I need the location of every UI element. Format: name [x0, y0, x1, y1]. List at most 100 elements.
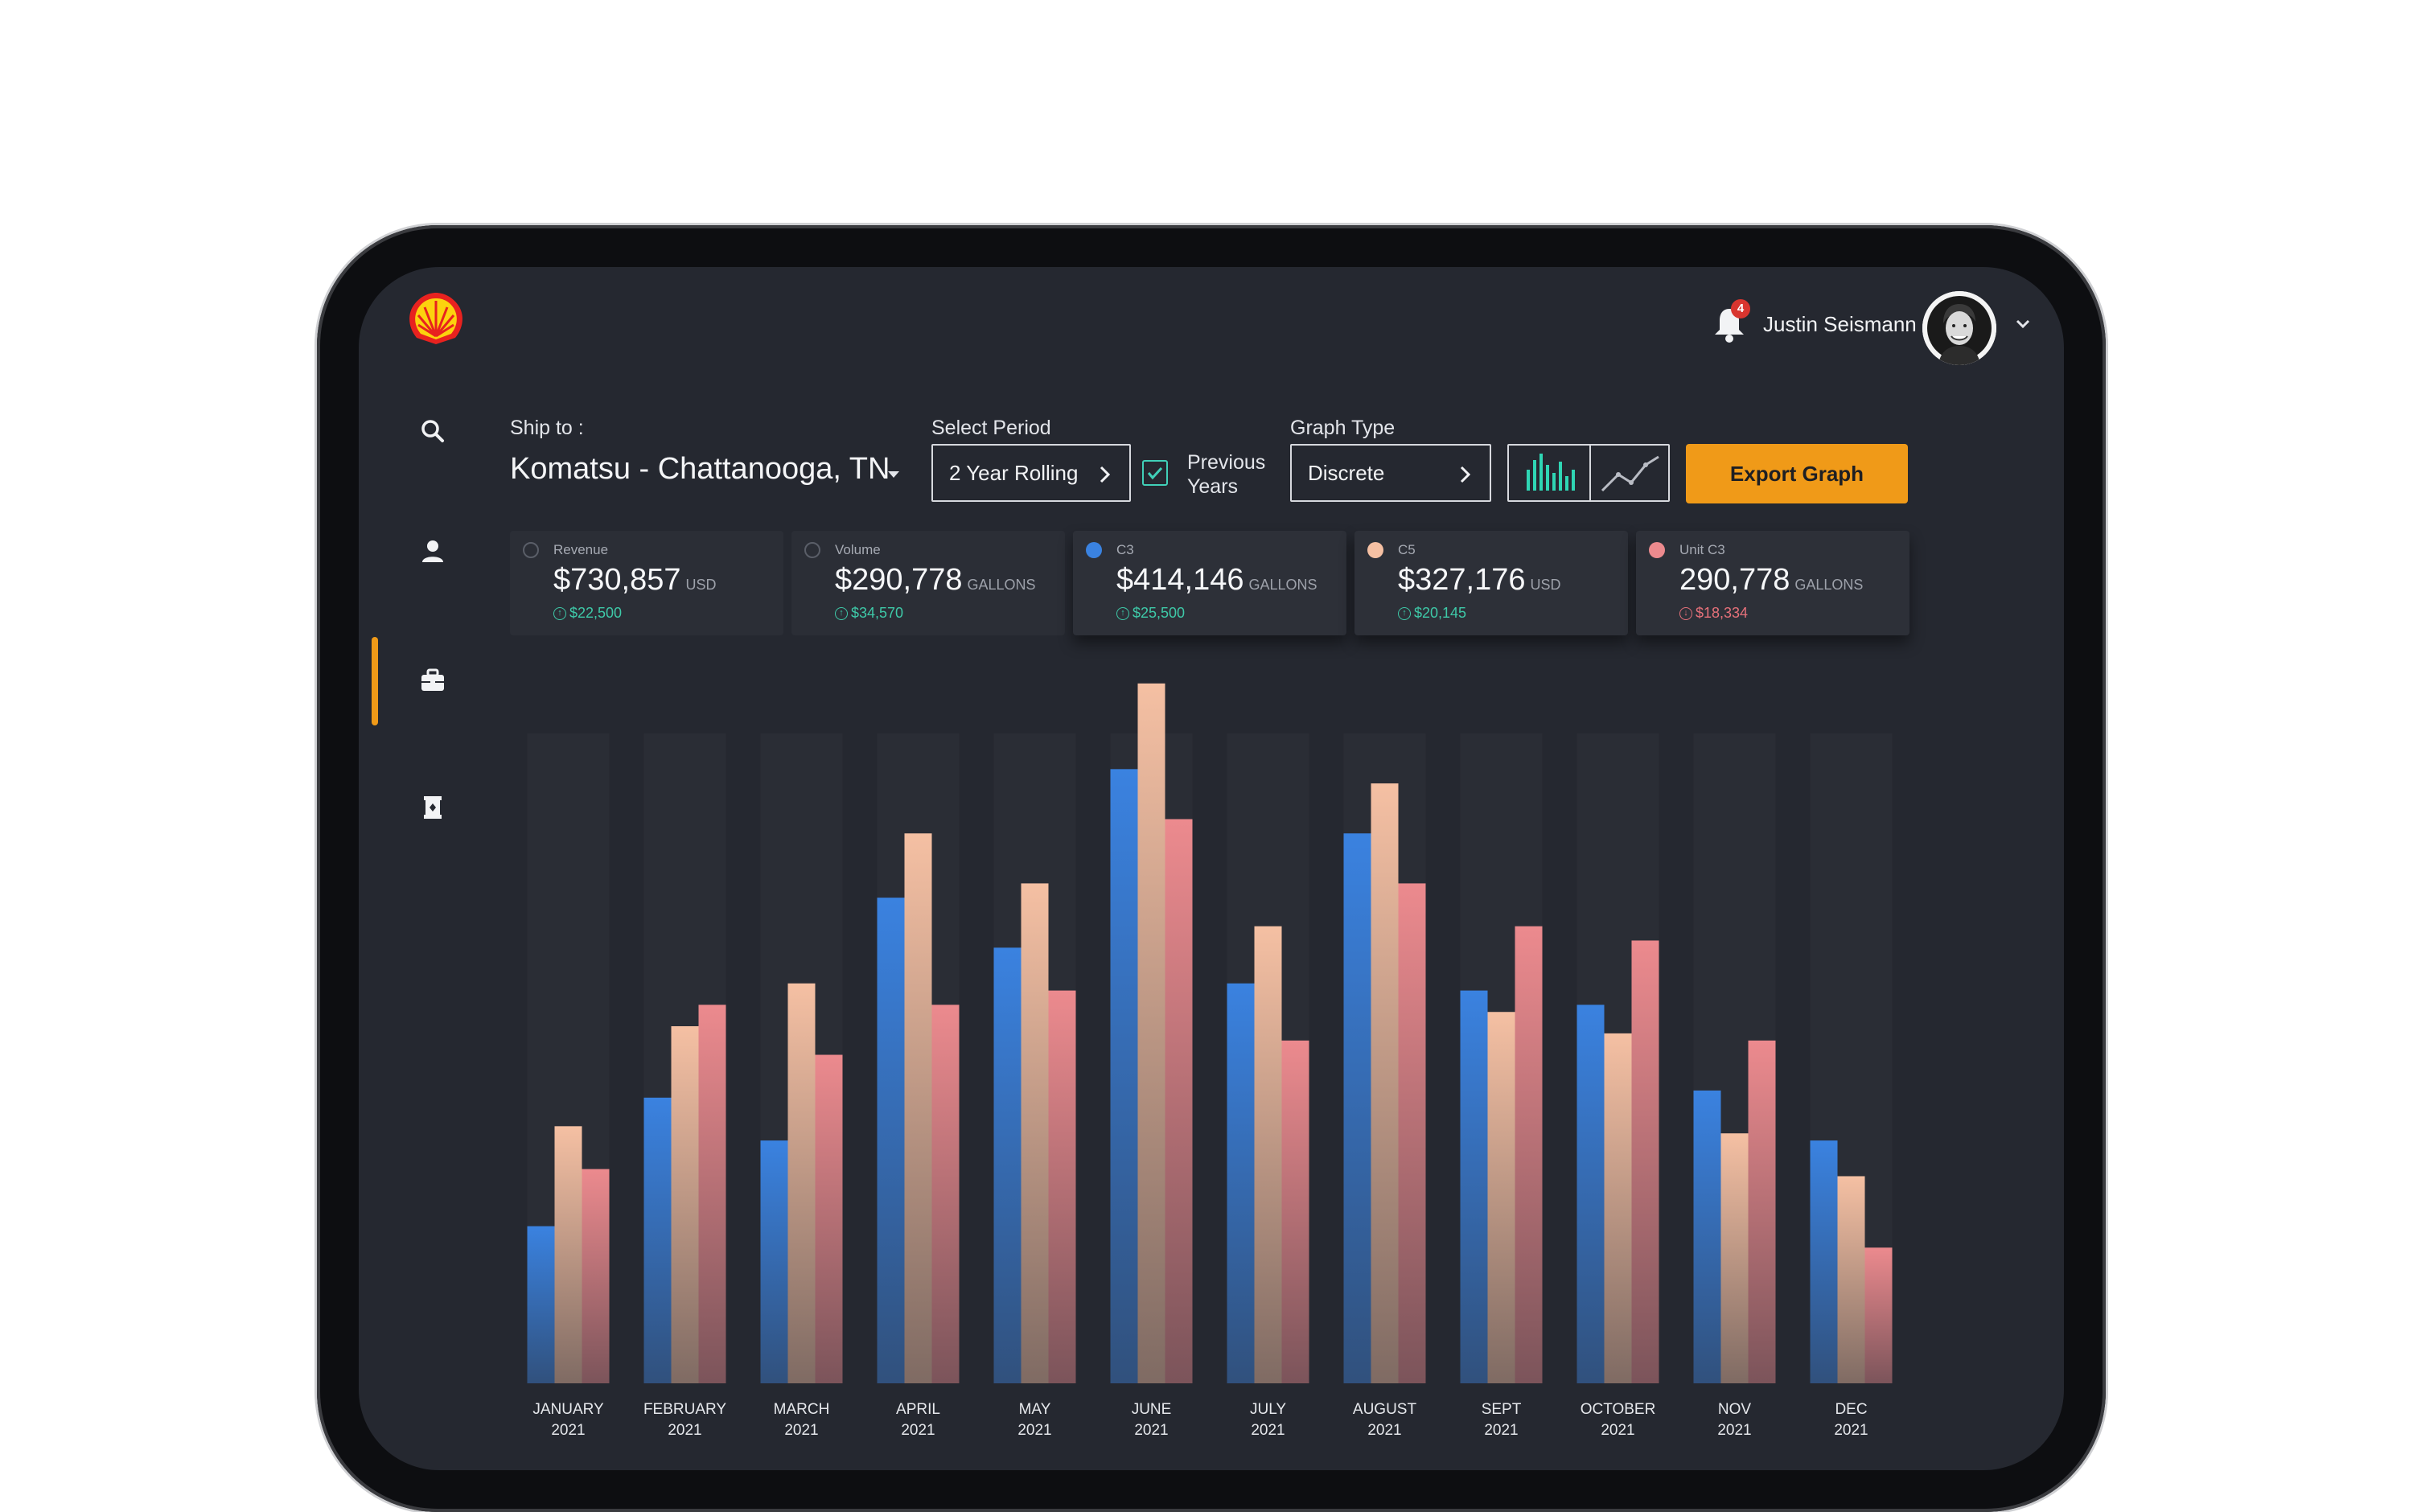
x-tick-label-month: APRIL — [896, 1401, 940, 1418]
bar-c5-nov[interactable] — [1720, 1133, 1749, 1383]
metric-delta-value: $18,334 — [1696, 605, 1749, 621]
metric-card-c3[interactable]: C3 $414,146 GALLONS ↑ $25,500 — [1073, 531, 1346, 635]
arrow-up-icon: ↑ — [553, 607, 566, 621]
metric-delta: ↓ $18,334 — [1679, 605, 1748, 622]
bar-unit-c3-october[interactable] — [1631, 940, 1659, 1383]
metric-card-c5[interactable]: C5 $327,176 USD ↑ $20,145 — [1354, 531, 1628, 635]
previous-years-checkbox[interactable] — [1142, 460, 1168, 486]
series-toggle-dot[interactable] — [1086, 542, 1102, 558]
bar-unit-c3-sept[interactable] — [1515, 926, 1543, 1383]
bar-c5-sept[interactable] — [1487, 1012, 1515, 1383]
period-select[interactable]: 2 Year Rolling — [931, 444, 1131, 502]
bar-c3-nov[interactable] — [1693, 1090, 1721, 1383]
bar-c5-january[interactable] — [554, 1126, 582, 1383]
x-tick-label-year: 2021 — [551, 1422, 585, 1439]
bar-view-button[interactable] — [1509, 446, 1591, 500]
metric-amount: $414,146 — [1116, 563, 1244, 597]
avatar-portrait-icon — [1922, 291, 1996, 365]
briefcase-icon[interactable] — [417, 664, 449, 696]
user-name[interactable]: Justin Seismann — [1763, 312, 1917, 336]
bar-c5-july[interactable] — [1254, 926, 1282, 1383]
bar-c5-march[interactable] — [787, 983, 816, 1383]
x-tick-label-year: 2021 — [784, 1422, 818, 1439]
bar-unit-c3-march[interactable] — [815, 1054, 843, 1383]
metric-card-revenue[interactable]: Revenue $730,857 USD ↑ $22,500 — [510, 531, 783, 635]
x-tick-label-month: AUGUST — [1353, 1401, 1417, 1418]
series-toggle-dot[interactable] — [1649, 542, 1665, 558]
arrow-up-icon: ↑ — [835, 607, 848, 621]
metric-unit: USD — [685, 577, 717, 593]
bar-c3-august[interactable] — [1343, 833, 1371, 1383]
bar-unit-c3-dec[interactable] — [1864, 1247, 1893, 1383]
bar-c3-june[interactable] — [1110, 769, 1138, 1383]
shell-logo — [409, 293, 462, 344]
bar-chart: JANUARY 2021 FEBRUARY 2021 MARCH 2021 APRIL 202… — [527, 683, 1893, 1439]
bar-c5-august[interactable] — [1371, 783, 1399, 1383]
bar-c3-july[interactable] — [1227, 983, 1255, 1383]
ship-to-dropdown[interactable]: Komatsu - Chattanooga, TN — [510, 452, 890, 486]
bar-c5-october[interactable] — [1604, 1033, 1632, 1383]
x-tick-label-year: 2021 — [1367, 1422, 1401, 1439]
metric-unit: USD — [1530, 577, 1561, 593]
bar-c5-april[interactable] — [904, 833, 932, 1383]
metric-value: 290,778 GALLONS — [1679, 563, 1863, 598]
metric-delta: ↑ $34,570 — [835, 605, 903, 622]
bar-unit-c3-august[interactable] — [1398, 883, 1426, 1383]
metric-title: C5 — [1398, 542, 1416, 557]
line-chart-icon — [1601, 455, 1659, 492]
x-tick-label-month: JANUARY — [532, 1401, 604, 1418]
series-toggle-dot[interactable] — [1367, 542, 1383, 558]
metric-card-volume[interactable]: Volume $290,778 GALLONS ↑ $34,570 — [791, 531, 1065, 635]
graph-view-toggle — [1507, 444, 1670, 502]
line-view-button[interactable] — [1589, 446, 1670, 500]
bar-c5-may[interactable] — [1021, 883, 1049, 1383]
nav-active-indicator — [372, 637, 378, 725]
x-tick-label-year: 2021 — [1251, 1422, 1285, 1439]
metric-delta: ↑ $25,500 — [1116, 605, 1185, 622]
previous-years-label: Previous Years — [1187, 450, 1265, 499]
bar-c3-january[interactable] — [527, 1226, 555, 1383]
x-tick-label-year: 2021 — [1134, 1422, 1168, 1439]
arrow-up-icon: ↑ — [1116, 607, 1129, 621]
avatar[interactable] — [1922, 291, 1996, 365]
bar-unit-c3-february[interactable] — [698, 1005, 726, 1383]
bar-c5-february[interactable] — [671, 1026, 699, 1383]
search-icon[interactable] — [417, 415, 449, 447]
metric-amount: $290,778 — [835, 563, 963, 597]
metric-card-unit-c3[interactable]: Unit C3 290,778 GALLONS ↓ $18,334 — [1636, 531, 1909, 635]
x-tick-label-year: 2021 — [1834, 1422, 1868, 1439]
metric-amount: $327,176 — [1398, 563, 1526, 597]
series-toggle-dot[interactable] — [523, 542, 539, 558]
bar-c5-june[interactable] — [1137, 683, 1165, 1383]
chevron-down-icon[interactable] — [2014, 318, 2032, 330]
export-graph-button[interactable]: Export Graph — [1686, 444, 1908, 503]
caret-down-icon[interactable] — [886, 470, 901, 479]
metric-delta-value: $34,570 — [851, 605, 904, 621]
bar-unit-c3-nov[interactable] — [1748, 1040, 1776, 1383]
period-select-value: 2 Year Rolling — [949, 461, 1079, 485]
metric-delta: ↑ $22,500 — [553, 605, 622, 622]
bar-unit-c3-july[interactable] — [1281, 1040, 1309, 1383]
bar-unit-c3-january[interactable] — [582, 1169, 610, 1383]
bar-c3-dec[interactable] — [1810, 1140, 1838, 1383]
x-tick-label-month: JULY — [1250, 1401, 1286, 1418]
bar-unit-c3-june[interactable] — [1165, 819, 1193, 1383]
bar-c3-march[interactable] — [760, 1140, 788, 1383]
bar-c3-sept[interactable] — [1460, 990, 1488, 1383]
bar-c3-october[interactable] — [1576, 1005, 1605, 1383]
tank-icon[interactable] — [417, 791, 449, 824]
person-icon[interactable] — [417, 536, 449, 568]
select-period-label: Select Period — [931, 417, 1051, 439]
bar-c3-april[interactable] — [877, 898, 905, 1383]
bar-c3-february[interactable] — [643, 1097, 672, 1383]
bar-unit-c3-april[interactable] — [931, 1005, 960, 1383]
bar-c5-dec[interactable] — [1837, 1176, 1865, 1383]
series-toggle-dot[interactable] — [804, 542, 820, 558]
graph-type-label: Graph Type — [1290, 417, 1396, 439]
bar-unit-c3-may[interactable] — [1048, 990, 1076, 1383]
x-tick-label-month: MAY — [1019, 1401, 1051, 1418]
metric-title: C3 — [1116, 542, 1134, 557]
ship-to-label: Ship to : — [510, 417, 584, 439]
bar-c3-may[interactable] — [993, 947, 1022, 1383]
graph-type-select[interactable]: Discrete — [1290, 444, 1491, 502]
